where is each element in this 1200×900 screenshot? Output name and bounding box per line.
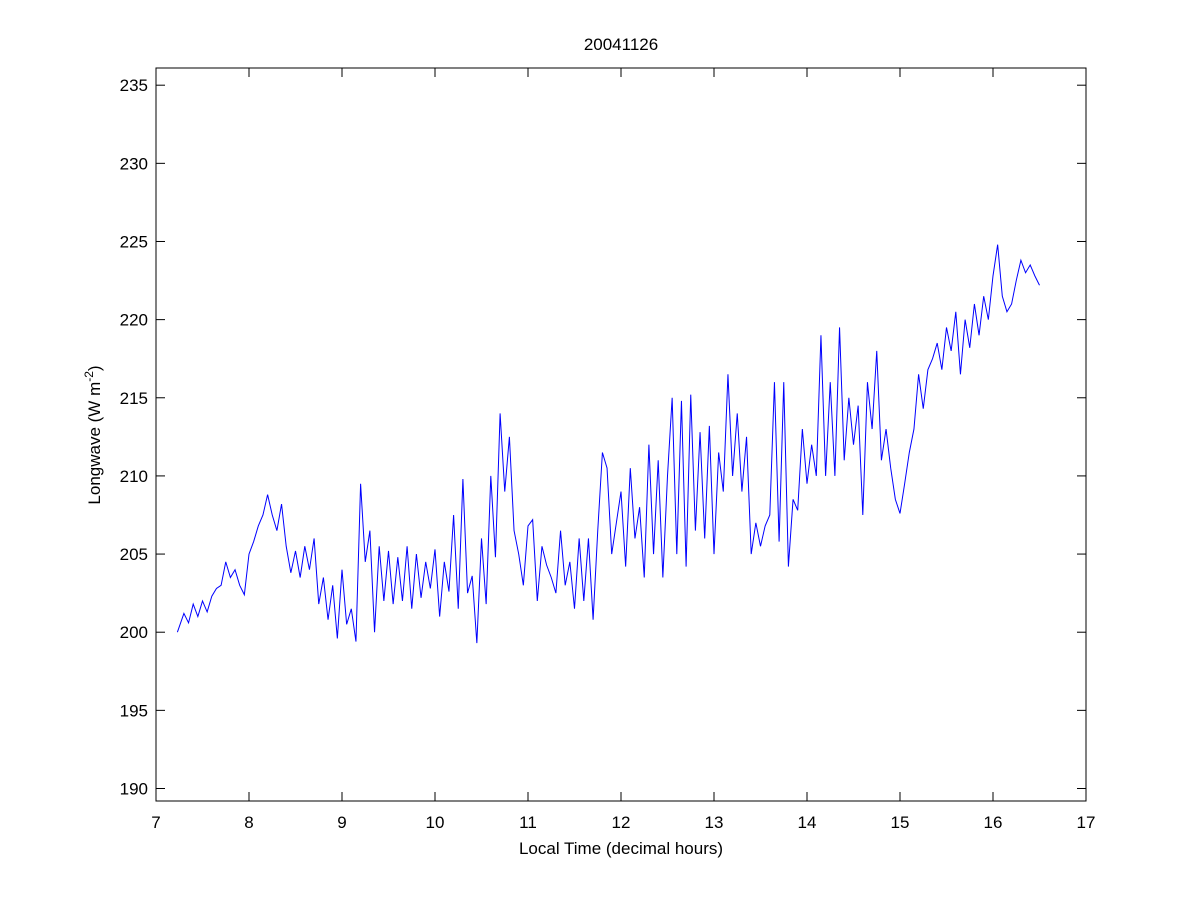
x-tick-label: 9 <box>337 813 346 832</box>
y-tick-label: 220 <box>120 311 148 330</box>
y-tick-label: 205 <box>120 545 148 564</box>
x-tick-label: 14 <box>798 813 817 832</box>
y-tick-label: 195 <box>120 701 148 720</box>
x-tick-label: 17 <box>1077 813 1096 832</box>
plot-area <box>155 67 1087 802</box>
x-tick-label: 16 <box>984 813 1003 832</box>
y-tick-label: 200 <box>120 623 148 642</box>
y-tick-label: 210 <box>120 467 148 486</box>
y-tick-label: 230 <box>120 154 148 173</box>
x-tick-label: 10 <box>426 813 445 832</box>
x-tick-label: 13 <box>705 813 724 832</box>
x-tick-label: 7 <box>151 813 160 832</box>
y-tick-label: 235 <box>120 76 148 95</box>
chart-title: 20041126 <box>584 35 658 54</box>
y-tick-label: 190 <box>120 779 148 798</box>
x-axis-label: Local Time (decimal hours) <box>519 839 723 858</box>
y-tick-label: 225 <box>120 232 148 251</box>
y-label-superscript: -2 <box>82 371 96 382</box>
x-tick-label: 11 <box>519 813 537 832</box>
y-label-suffix: ) <box>85 365 104 371</box>
data-line <box>176 244 1040 644</box>
x-tick-label: 12 <box>612 813 631 832</box>
x-tick-label: 8 <box>244 813 253 832</box>
y-tick-label: 215 <box>120 389 148 408</box>
x-tick-label: 15 <box>891 813 910 832</box>
y-label-text: Longwave (W m <box>85 382 104 505</box>
y-axis-label: Longwave (W m-2) <box>82 365 104 504</box>
